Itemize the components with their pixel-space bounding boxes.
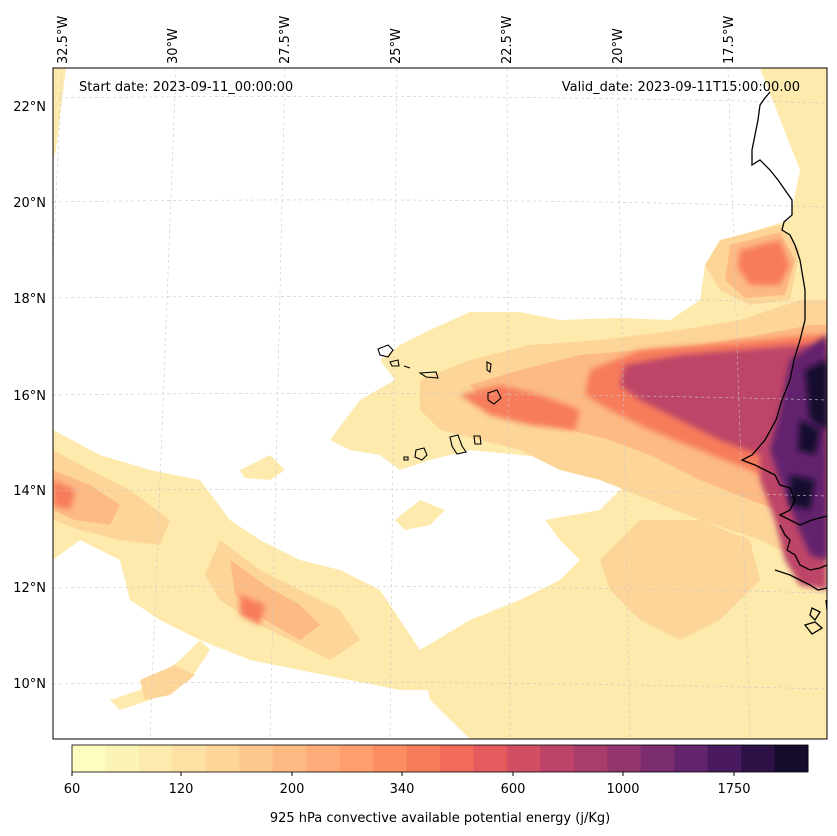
cape-max-regions (790, 360, 827, 510)
west-africa-coast (740, 91, 827, 526)
colorbar-swatch (205, 745, 240, 772)
colorbar-swatch (640, 745, 675, 772)
lon-label: 22.5°W (500, 16, 515, 64)
colorbar-swatch (239, 745, 274, 772)
lat-labels: 22°N 20°N 18°N 16°N 14°N 12°N 10°N (13, 100, 46, 692)
island-santa-luzia (403, 365, 411, 369)
lat-label: 12°N (13, 581, 46, 596)
lat-line-10 (52, 682, 828, 690)
valid-date-label: Valid_date: 2023-09-11T15:00:00.00 (562, 80, 800, 95)
coastline (740, 91, 827, 635)
guinea-bissau-coast (779, 524, 827, 571)
island-santo-antao (377, 344, 394, 358)
colorbar-tick-label: 200 (280, 782, 305, 797)
lon-label: 20°W (611, 28, 626, 64)
lon-label: 32.5°W (56, 16, 71, 64)
lon-label: 17.5°W (722, 16, 737, 64)
island-sao-nicolau (418, 371, 439, 379)
graticule (52, 67, 828, 740)
lon-line-22-5 (506, 67, 511, 740)
colorbar-swatch (506, 745, 541, 772)
cape-field (53, 68, 827, 739)
colorbar-swatch (272, 745, 307, 772)
lat-line-12 (52, 586, 828, 594)
island-fogo (414, 447, 428, 461)
colorbar-swatch (172, 745, 207, 772)
lat-label: 16°N (13, 389, 46, 404)
colorbar-tick-label: 340 (390, 782, 415, 797)
lat-line-14 (52, 489, 828, 497)
lon-line-32-5 (52, 67, 63, 261)
lat-label: 22°N (13, 100, 46, 115)
colorbar-swatch (607, 745, 642, 772)
colorbar-frame (71, 744, 809, 773)
island-2 (803, 621, 824, 635)
start-date-label: Start date: 2023-09-11_00:00:00 (79, 80, 293, 95)
lat-label: 20°N (13, 196, 46, 211)
colorbar-swatch (72, 745, 106, 772)
colorbar-swatch (674, 745, 709, 772)
lat-label: 10°N (13, 677, 46, 692)
lon-line-30 (149, 67, 177, 740)
lon-line-27-5 (269, 67, 286, 740)
colorbar-tick-label: 60 (64, 782, 81, 797)
lon-line-17-5 (727, 67, 751, 740)
colorbar-swatch (473, 745, 508, 772)
cape-verde-islands (377, 344, 502, 461)
lon-labels: 32.5°W 30°W 27.5°W 25°W 22.5°W 20°W 17.5… (56, 16, 737, 64)
island-brava (403, 456, 409, 461)
lat-label: 18°N (13, 292, 46, 307)
colorbar-tick-label: 600 (501, 782, 526, 797)
colorbar-swatch (339, 745, 374, 772)
map-frame (52, 67, 828, 740)
colorbar-swatch (741, 745, 776, 772)
island-sal (486, 361, 492, 373)
colorbar-swatch (105, 745, 140, 772)
lon-label: 27.5°W (278, 16, 293, 64)
colorbar-label: 925 hPa convective available potential e… (270, 811, 610, 826)
lon-line-25 (389, 67, 398, 740)
lat-line-20 (52, 199, 828, 208)
colorbar-swatch (138, 745, 173, 772)
colorbar-swatch (707, 745, 742, 772)
colorbar-swatch (573, 745, 608, 772)
colorbar-swatch (306, 745, 341, 772)
island-santiago (449, 434, 467, 455)
island-sao-vicente (389, 359, 400, 367)
lon-label: 25°W (389, 28, 404, 64)
colorbar-swatch (440, 745, 474, 772)
colorbar: 60 120 200 340 600 1000 1750 925 hPa con… (64, 744, 809, 826)
lat-line-18 (52, 296, 828, 304)
island-boa-vista (487, 389, 502, 405)
island-1 (809, 607, 821, 622)
lon-line-20 (616, 67, 631, 740)
colorbar-ticks (71, 772, 735, 776)
colorbar-swatch (406, 745, 441, 772)
lat-line-22 (52, 96, 828, 104)
colorbar-tick-label: 1750 (717, 782, 750, 797)
colorbar-tick-label: 120 (169, 782, 194, 797)
island-maio (473, 435, 482, 445)
colorbar-tick-label: 1000 (606, 782, 639, 797)
lat-label: 14°N (13, 484, 46, 499)
guinea-coast (774, 569, 827, 591)
colorbar-swatch (540, 745, 575, 772)
colorbar-swatches (72, 745, 809, 772)
colorbar-swatch (373, 745, 408, 772)
colorbar-swatch (774, 745, 809, 772)
lon-label: 30°W (166, 28, 181, 64)
